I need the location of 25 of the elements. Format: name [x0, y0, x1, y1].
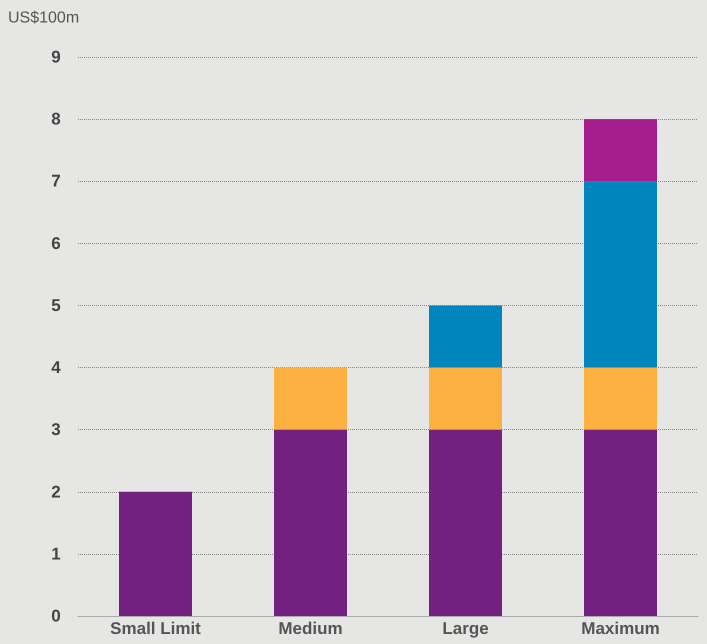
y-tick-label: 0: [51, 606, 61, 626]
y-tick-label: 8: [51, 110, 61, 129]
bar: [584, 368, 657, 430]
bar: [584, 119, 657, 182]
y-axis-title: US$100m: [8, 10, 80, 26]
bar: [429, 368, 502, 430]
bar: [584, 181, 657, 368]
x-tick-label: Maximum: [581, 619, 660, 638]
y-tick-label: 2: [51, 482, 61, 502]
bar: [119, 492, 192, 616]
bar: [274, 430, 347, 616]
y-tick-label: 1: [51, 544, 61, 564]
y-tick-label: 3: [51, 420, 61, 440]
bar: [429, 305, 502, 368]
x-tick-label: Small Limit: [110, 619, 202, 638]
y-tick-label: 5: [51, 296, 61, 315]
y-tick-label: 6: [51, 234, 61, 253]
x-tick-label: Medium: [278, 619, 343, 638]
y-tick-label: 4: [51, 358, 62, 378]
bar: [274, 368, 347, 430]
bar: [584, 430, 657, 616]
bar: [429, 430, 502, 616]
y-tick-label: 9: [51, 48, 61, 66]
x-tick-label: Large: [442, 619, 489, 638]
y-tick-label: 7: [51, 172, 61, 191]
